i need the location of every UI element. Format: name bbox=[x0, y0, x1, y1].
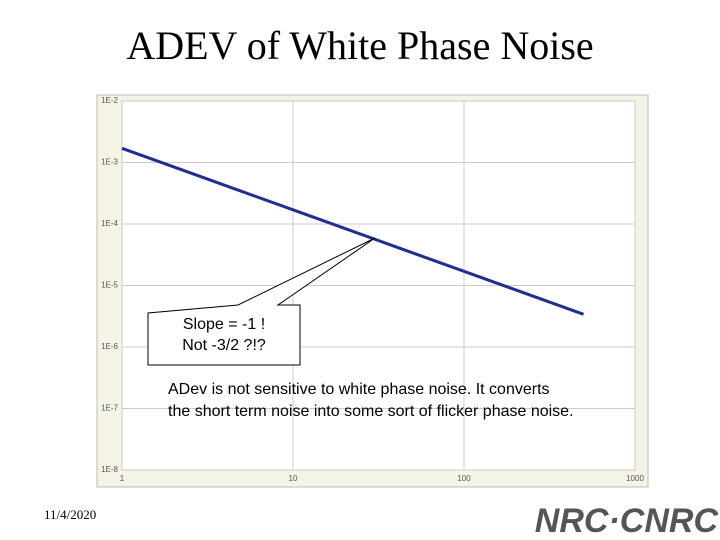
callout bbox=[147, 237, 376, 366]
y-tick-label: 1E-5 bbox=[101, 281, 118, 290]
data-line bbox=[121, 146, 585, 316]
callout-text: Slope = -1 ! bbox=[183, 316, 265, 333]
x-tick-label: 10 bbox=[289, 474, 298, 483]
y-tick-label: 1E-3 bbox=[101, 158, 118, 167]
annotation: the short term noise into some sort of f… bbox=[168, 403, 574, 420]
slide-title: ADEV of White Phase Noise bbox=[126, 23, 593, 68]
y-tick-label: 1E-2 bbox=[101, 96, 118, 105]
y-tick-label: 1E-6 bbox=[101, 342, 118, 351]
annotation: ADev is not sensitive to white phase noi… bbox=[168, 381, 550, 398]
y-tick-label: 1E-8 bbox=[101, 465, 118, 474]
x-tick-label: 1 bbox=[120, 474, 125, 483]
x-tick-label: 1000 bbox=[626, 474, 644, 483]
y-tick-label: 1E-7 bbox=[101, 404, 118, 413]
date: 11/4/2020 bbox=[44, 507, 96, 522]
logo: NRC·CNRC bbox=[535, 502, 719, 540]
callout-text: Not -3/2 ?!? bbox=[182, 337, 266, 354]
x-tick-label: 100 bbox=[457, 474, 471, 483]
y-tick-label: 1E-4 bbox=[101, 219, 118, 228]
